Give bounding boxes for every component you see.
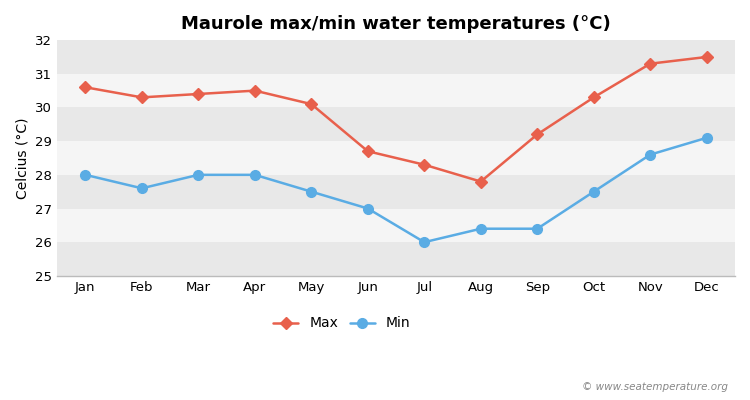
Min [420,240,429,244]
Legend: Max, Min: Max, Min [274,316,410,330]
Line: Min: Min [80,133,712,247]
Max [363,149,372,154]
Min [307,189,316,194]
Min [251,172,260,177]
Max [307,102,316,106]
Min [363,206,372,211]
Max [702,54,711,59]
Title: Maurole max/min water temperatures (°C): Maurole max/min water temperatures (°C) [182,15,611,33]
Max [476,179,485,184]
Bar [57,175,735,208]
Min [194,172,202,177]
Min [137,186,146,191]
Max [646,61,655,66]
Bar [57,208,735,242]
Bar [57,108,735,141]
Bar [57,141,735,175]
Text: © www.seatemperature.org: © www.seatemperature.org [581,382,728,392]
Y-axis label: Celcius (°C): Celcius (°C) [15,117,29,199]
Max [251,88,260,93]
Min [81,172,90,177]
Max [81,85,90,90]
Bar [57,242,735,276]
Max [194,92,202,96]
Bar [57,74,735,108]
Min [646,152,655,157]
Max [532,132,542,137]
Max [420,162,429,167]
Min [476,226,485,231]
Max [590,95,598,100]
Min [590,189,598,194]
Max [137,95,146,100]
Min [532,226,542,231]
Min [702,135,711,140]
Bar [57,40,735,74]
Line: Max: Max [81,53,711,186]
